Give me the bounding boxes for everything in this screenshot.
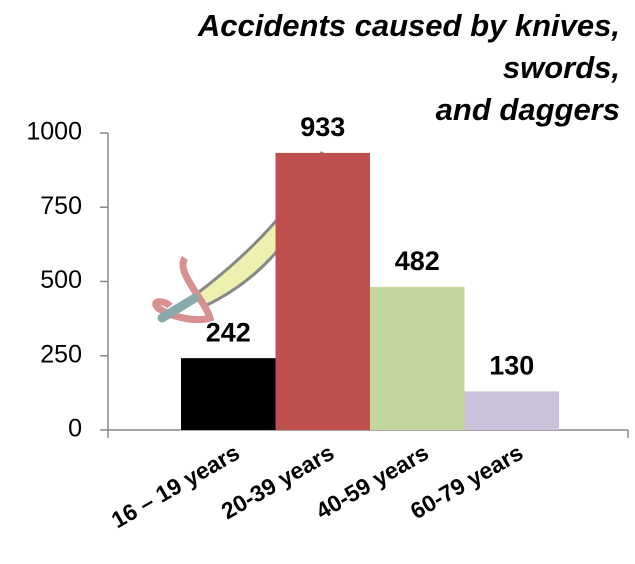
- chart-title: Accidents caused by knives,: [197, 8, 620, 43]
- y-tick-label: 250: [40, 340, 82, 368]
- chart-title: swords,: [503, 50, 620, 85]
- value-label: 242: [206, 317, 251, 347]
- bar: [465, 391, 560, 430]
- y-tick-label: 750: [40, 192, 82, 220]
- y-tick-label: 500: [40, 266, 82, 294]
- bar: [181, 358, 276, 430]
- y-tick-label: 1000: [26, 118, 82, 146]
- value-label: 482: [395, 246, 440, 276]
- value-label: 130: [489, 351, 534, 381]
- value-label: 933: [300, 112, 345, 142]
- chart: Accidents caused by knives, swords, and da…: [0, 0, 635, 564]
- y-tick-label: 0: [68, 415, 82, 443]
- bar: [370, 287, 465, 430]
- x-tick-label: 16 – 19 years: [107, 439, 244, 533]
- bar: [276, 153, 371, 430]
- chart-title: and daggers: [436, 92, 620, 127]
